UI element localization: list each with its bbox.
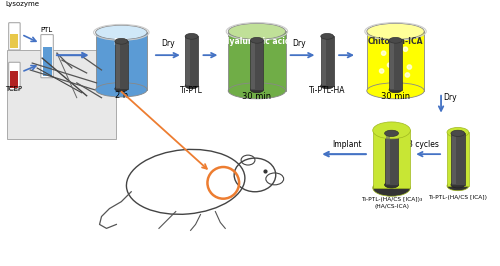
Bar: [390, 41, 394, 89]
Ellipse shape: [389, 38, 402, 43]
Bar: [115, 41, 128, 89]
Text: Ti-PTL-HA: Ti-PTL-HA: [309, 86, 346, 95]
Bar: [386, 134, 390, 184]
Text: Hyaluronic acid: Hyaluronic acid: [223, 37, 290, 46]
Ellipse shape: [185, 34, 198, 39]
Circle shape: [396, 57, 400, 61]
Ellipse shape: [376, 125, 406, 138]
Bar: [42, 47, 51, 76]
Bar: [10, 71, 18, 88]
Bar: [447, 132, 469, 186]
Ellipse shape: [372, 179, 410, 196]
Bar: [376, 131, 406, 187]
Ellipse shape: [384, 182, 398, 188]
Text: (HA/CS-ICA): (HA/CS-ICA): [374, 203, 409, 209]
Ellipse shape: [96, 83, 147, 97]
Text: PTL: PTL: [40, 27, 52, 34]
Circle shape: [403, 47, 407, 51]
Text: 30 min: 30 min: [242, 92, 272, 101]
Text: 3 cycles: 3 cycles: [408, 140, 438, 149]
Bar: [96, 32, 147, 90]
Ellipse shape: [380, 181, 402, 191]
FancyBboxPatch shape: [8, 23, 20, 50]
Text: 2 h: 2 h: [114, 91, 128, 100]
Ellipse shape: [367, 23, 424, 39]
Ellipse shape: [372, 122, 410, 139]
Circle shape: [382, 51, 386, 55]
Ellipse shape: [447, 127, 469, 137]
Ellipse shape: [250, 87, 264, 93]
Ellipse shape: [96, 25, 147, 40]
Ellipse shape: [376, 180, 406, 193]
Text: Ti-PTL-(HA/CS [ICA]): Ti-PTL-(HA/CS [ICA]): [428, 195, 488, 200]
Ellipse shape: [115, 86, 128, 92]
Bar: [186, 37, 190, 85]
FancyBboxPatch shape: [41, 35, 54, 78]
Bar: [451, 133, 465, 185]
Ellipse shape: [384, 130, 398, 136]
Ellipse shape: [250, 38, 264, 43]
Ellipse shape: [228, 83, 285, 99]
Bar: [389, 40, 402, 90]
Circle shape: [405, 73, 409, 77]
Text: Lysozyme: Lysozyme: [6, 1, 40, 7]
Bar: [250, 40, 264, 90]
Ellipse shape: [367, 83, 424, 99]
Bar: [116, 42, 119, 88]
Circle shape: [388, 63, 392, 67]
Bar: [185, 36, 198, 86]
Bar: [10, 34, 18, 48]
Text: Dry: Dry: [292, 39, 306, 48]
Text: 30 min: 30 min: [381, 92, 410, 101]
Ellipse shape: [228, 23, 285, 39]
Text: Ti-PTL-(HA/CS [ICA])₃: Ti-PTL-(HA/CS [ICA])₃: [361, 197, 422, 202]
Ellipse shape: [451, 182, 465, 188]
Bar: [252, 41, 256, 89]
Bar: [372, 130, 410, 188]
Bar: [322, 37, 326, 85]
Bar: [367, 31, 424, 91]
Ellipse shape: [447, 181, 469, 191]
Bar: [321, 36, 334, 86]
FancyBboxPatch shape: [8, 50, 117, 139]
Bar: [452, 134, 456, 184]
Ellipse shape: [321, 34, 334, 39]
Circle shape: [407, 65, 412, 69]
Ellipse shape: [451, 130, 465, 136]
Text: Ti-PTL: Ti-PTL: [180, 86, 203, 95]
Text: Implant: Implant: [332, 140, 362, 149]
Text: Chitosan-ICA: Chitosan-ICA: [368, 37, 424, 46]
Ellipse shape: [185, 83, 198, 89]
Bar: [228, 31, 285, 91]
Text: PTL: PTL: [114, 38, 130, 47]
Text: Dry: Dry: [161, 39, 174, 48]
Ellipse shape: [321, 83, 334, 89]
Ellipse shape: [389, 87, 402, 93]
Circle shape: [380, 69, 384, 73]
Bar: [380, 132, 402, 186]
FancyBboxPatch shape: [8, 62, 20, 90]
Bar: [384, 133, 398, 185]
Text: TCEP: TCEP: [6, 86, 22, 92]
Ellipse shape: [115, 38, 128, 44]
Text: Dry: Dry: [443, 93, 456, 102]
Ellipse shape: [380, 127, 402, 137]
